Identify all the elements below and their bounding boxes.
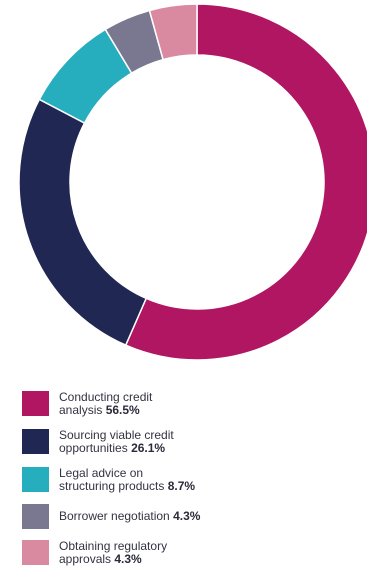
legend-swatch	[22, 429, 49, 454]
legend-value: 56.5%	[105, 402, 140, 417]
legend-label: Legal advice on structuring products 8.7…	[59, 465, 196, 493]
legend-swatch	[22, 467, 49, 492]
legend-swatch	[22, 391, 49, 416]
legend-swatch	[22, 540, 49, 565]
legend-item-sourcing-viable-credit-opportunities: Sourcing viable credit opportunities 26.…	[22, 427, 352, 456]
donut-chart	[18, 3, 367, 361]
legend-label: Sourcing viable credit opportunities 26.…	[59, 427, 174, 455]
legend-label: Conducting credit analysis 56.5%	[59, 389, 153, 417]
legend-label-line2: structuring products	[59, 478, 165, 493]
legend-value: 8.7%	[167, 478, 196, 493]
legend-label: Borrower negotiation 4.3%	[59, 508, 201, 523]
legend-item-legal-advice: Legal advice on structuring products 8.7…	[22, 465, 352, 494]
legend-item-obtaining-regulatory-approvals: Obtaining regulatory approvals 4.3%	[22, 538, 352, 567]
legend-label-line2: approvals	[59, 551, 112, 566]
donut-slice-conducting-credit-analysis	[124, 3, 367, 361]
legend-label-line1: Legal advice on	[59, 465, 144, 480]
legend-label-line1: Conducting credit	[59, 389, 153, 404]
legend-label-line2: analysis	[59, 402, 103, 417]
legend-item-conducting-credit-analysis: Conducting credit analysis 56.5%	[22, 389, 352, 418]
legend-label: Obtaining regulatory approvals 4.3%	[59, 538, 168, 566]
donut-slice-obtaining-regulatory-approvals	[148, 3, 198, 61]
legend-value: 26.1%	[131, 440, 166, 455]
legend: Conducting credit analysis 56.5% Sourcin…	[22, 389, 352, 576]
legend-value: 4.3%	[173, 508, 201, 523]
legend-label-line2: opportunities	[59, 440, 128, 455]
donut-slice-sourcing-viable-credit-opportunities	[18, 98, 148, 347]
legend-value: 4.3%	[114, 551, 142, 566]
donut-chart-svg	[18, 3, 367, 361]
legend-label-line1: Obtaining regulatory	[59, 538, 168, 553]
legend-label-line1: Sourcing viable credit	[59, 427, 174, 442]
legend-swatch	[22, 503, 49, 529]
legend-item-borrower-negotiation: Borrower negotiation 4.3%	[22, 503, 352, 529]
legend-label-line2: Borrower negotiation	[59, 508, 170, 523]
